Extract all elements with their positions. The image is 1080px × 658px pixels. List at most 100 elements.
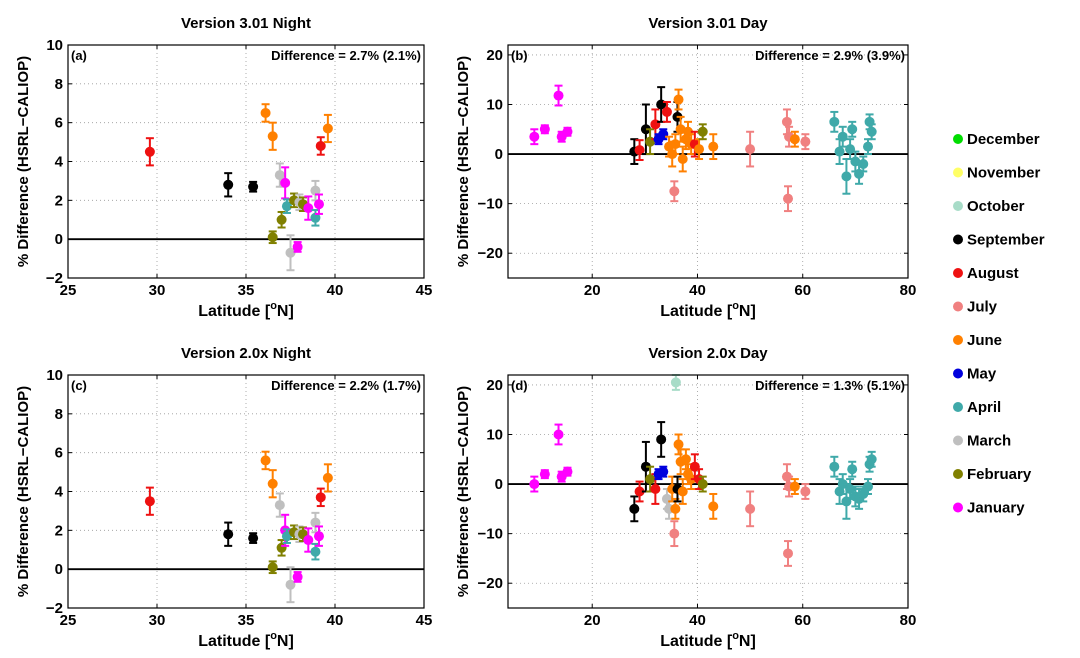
x-tick-label: 35 [238,612,255,629]
x-axis-label-superscript: o [732,300,739,312]
marker [144,146,155,157]
legend-label: October [967,198,1025,215]
panel-title: Version 3.01 Day [648,15,768,32]
data-point-august [661,101,672,123]
y-axis-label: % Difference (HSRL−CALIOP) [455,56,472,267]
data-point-january [562,466,573,477]
y-tick-label: 20 [486,47,503,64]
panel-letter: (d) [511,378,528,393]
marker [697,126,708,137]
marker [267,562,278,573]
data-point-february [645,465,656,493]
marker [669,186,680,197]
y-tick-label: 10 [486,426,503,443]
data-point-june [322,113,333,144]
marker [634,486,645,497]
marker [322,472,333,483]
y-tick-label: 0 [55,561,63,578]
data-point-january [553,84,564,107]
data-point-april [841,158,852,195]
y-tick-label: −2 [46,270,63,287]
marker [645,136,656,147]
legend-marker [953,435,963,446]
marker [267,131,278,142]
data-point-august [634,139,645,162]
data-point-august [144,486,155,516]
x-axis-label-superscript: o [270,630,277,642]
data-point-september [672,475,683,503]
marker [313,199,324,210]
data-point-june [708,492,719,520]
marker [658,129,669,140]
marker [315,492,326,503]
marker [697,479,708,490]
data-point-march [310,179,321,202]
x-axis-label: Latitude [oN] [198,300,294,320]
marker [562,126,573,137]
panel-title: Version 3.01 Night [181,15,311,32]
data-point-september [656,421,667,458]
marker [310,517,321,528]
marker [670,139,681,150]
y-tick-label: 2 [55,192,63,209]
marker [783,193,793,204]
marker [292,571,303,582]
x-axis-label-suffix: N] [277,303,294,320]
marker [562,466,573,477]
marker [863,141,873,152]
legend-marker [953,335,963,345]
data-point-april [829,455,840,478]
marker [280,177,291,188]
x-tick-label: 40 [327,282,344,299]
marker [313,531,324,542]
x-tick-label: 20 [584,612,601,629]
marker [789,481,800,492]
x-axis-label: Latitude [oN] [660,630,756,650]
marker [670,377,681,388]
marker [539,469,550,480]
x-tick-label: 40 [327,612,344,629]
legend-item-august: August [953,265,1019,282]
marker [553,429,564,440]
marker [866,126,877,137]
data-point-july [669,520,680,548]
marker [260,107,271,118]
y-tick-label: 4 [55,154,64,171]
panel-letter: (a) [71,48,87,63]
legend-label: June [967,332,1002,349]
legend-item-december: December [953,131,1040,148]
marker [303,203,314,214]
marker [858,488,869,499]
data-point-august [315,487,326,508]
y-tick-label: 0 [495,476,503,493]
marker [322,123,333,134]
data-point-january [303,195,314,221]
panel-title: Version 2.0x Night [181,345,311,362]
legend-item-october: October [953,198,1025,215]
data-point-january [539,124,550,135]
data-point-june [322,463,333,493]
data-point-september [248,180,259,193]
marker [829,461,840,472]
marker [656,434,667,445]
legend-label: January [967,500,1025,517]
y-tick-label: 8 [55,406,63,423]
data-point-april [858,155,869,173]
legend: December November October September August Ju… [953,131,1045,517]
marker [658,466,669,477]
x-axis-label-prefix: Latitude [ [660,303,733,320]
data-point-january [313,193,324,215]
x-tick-label: 30 [149,612,166,629]
data-point-february [267,560,278,575]
x-tick-label: 45 [416,282,433,299]
legend-label: September [967,232,1045,249]
x-axis-label-suffix: N] [739,633,756,650]
x-tick-label: 35 [238,282,255,299]
data-point-june [789,478,800,495]
marker [669,528,680,539]
legend-label: November [967,165,1041,182]
axes-frame [507,44,909,279]
legend-item-may: May [953,366,997,383]
y-axis-label: % Difference (HSRL−CALIOP) [15,386,32,597]
